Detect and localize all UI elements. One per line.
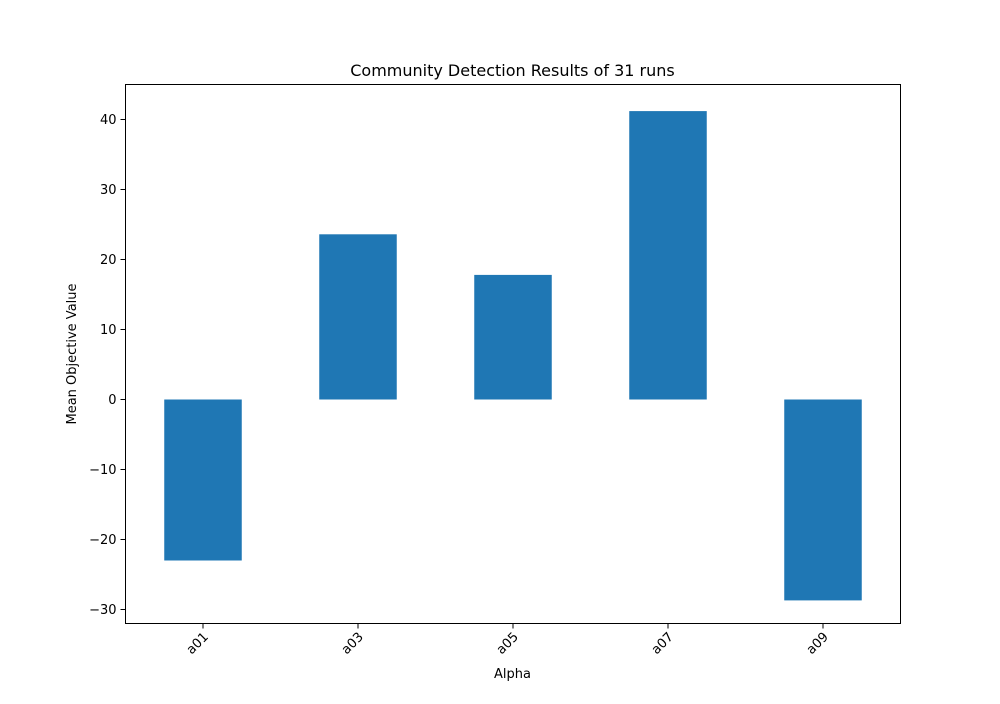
bar-a01	[164, 399, 242, 561]
bar-a05	[474, 274, 552, 400]
y-tick-label: −10	[89, 463, 116, 478]
x-axis-label: Alpha	[494, 667, 531, 682]
y-axis-label: Mean Objective Value	[65, 283, 80, 424]
x-tick-label: a01	[184, 630, 212, 658]
bar-a07	[629, 111, 707, 400]
y-tick-label: −30	[89, 603, 116, 618]
y-axis-ticks: −30 −20 −10 0 10 20 30 40	[89, 113, 126, 618]
y-tick-label: 0	[108, 393, 116, 408]
y-tick-label: −20	[89, 533, 116, 548]
x-axis-ticks: a01 a03 a05 a07 a09	[184, 623, 832, 658]
x-tick-label: a05	[494, 630, 522, 658]
x-tick-label: a09	[804, 630, 832, 658]
y-tick-label: 20	[100, 253, 117, 268]
x-tick-label: a07	[649, 630, 677, 658]
bars-layer	[164, 111, 862, 601]
chart-title: Community Detection Results of 31 runs	[350, 61, 675, 80]
y-tick-label: 30	[100, 183, 117, 198]
bar-a03	[319, 234, 397, 400]
y-tick-label: 10	[100, 323, 117, 338]
y-tick-label: 40	[100, 113, 117, 128]
x-tick-label: a03	[339, 630, 367, 658]
bar-a09	[784, 399, 862, 601]
axes-frame	[125, 84, 901, 624]
